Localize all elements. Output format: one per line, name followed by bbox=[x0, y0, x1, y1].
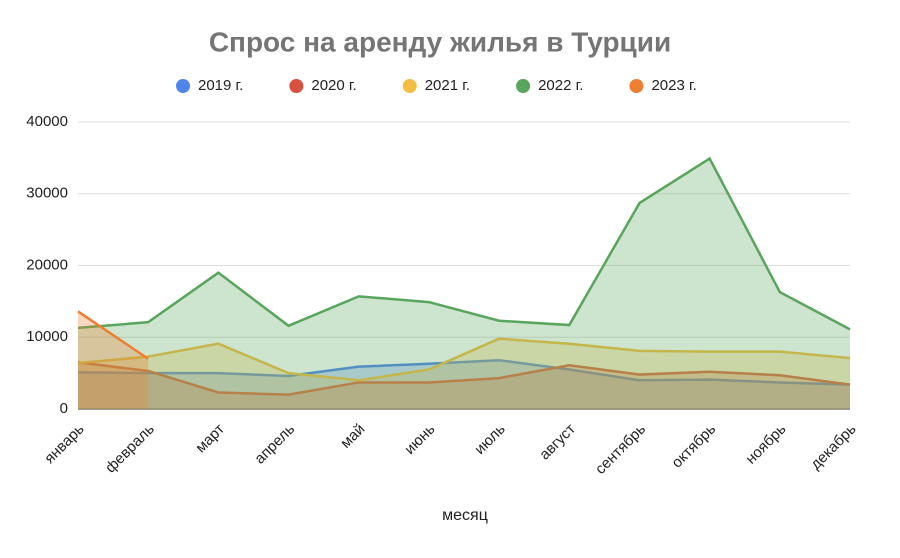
legend-swatch bbox=[629, 79, 644, 93]
line bbox=[77, 361, 851, 396]
x-tick-label: март bbox=[192, 421, 228, 457]
legend-label: 2022 г. bbox=[538, 77, 583, 94]
x-tick-label: апрель bbox=[251, 420, 298, 467]
legend-label: 2020 г. bbox=[311, 77, 356, 94]
legend-swatch bbox=[402, 79, 417, 93]
area bbox=[78, 338, 850, 409]
x-tick-label: февраль bbox=[102, 420, 158, 476]
y-tick-label: 30000 bbox=[26, 185, 68, 202]
legend-swatch bbox=[289, 79, 304, 93]
area bbox=[78, 360, 850, 409]
legend-label: 2021 г. bbox=[425, 77, 470, 94]
legend-swatch bbox=[176, 79, 190, 93]
line bbox=[77, 358, 851, 386]
chart-title: Спрос на аренду жилья в Турции bbox=[209, 26, 671, 57]
y-tick-label: 20000 bbox=[26, 256, 68, 273]
x-tick-label: январь bbox=[41, 420, 88, 467]
line bbox=[77, 310, 149, 360]
x-tick-label: июль bbox=[471, 420, 509, 458]
x-tick-label: ноябрь bbox=[742, 420, 789, 467]
x-tick-label: май bbox=[337, 421, 368, 452]
line bbox=[77, 156, 851, 331]
y-tick-label: 0 bbox=[60, 400, 68, 417]
legend-label: 2023 г. bbox=[651, 77, 696, 94]
x-tick-label: июнь bbox=[401, 420, 438, 457]
y-tick-label: 10000 bbox=[26, 328, 68, 345]
x-tick-label: октябрь bbox=[668, 420, 719, 471]
x-tick-label: декабрь bbox=[807, 420, 860, 473]
x-tick-label: август bbox=[536, 421, 579, 464]
x-tick-label: сентябрь bbox=[592, 420, 649, 477]
area bbox=[78, 158, 850, 409]
y-tick-label: 40000 bbox=[26, 113, 68, 130]
legend-swatch bbox=[516, 79, 531, 93]
area bbox=[78, 311, 149, 409]
line bbox=[77, 337, 851, 382]
legend-label: 2019 г. bbox=[198, 77, 243, 94]
x-axis-label: месяц bbox=[442, 507, 488, 524]
